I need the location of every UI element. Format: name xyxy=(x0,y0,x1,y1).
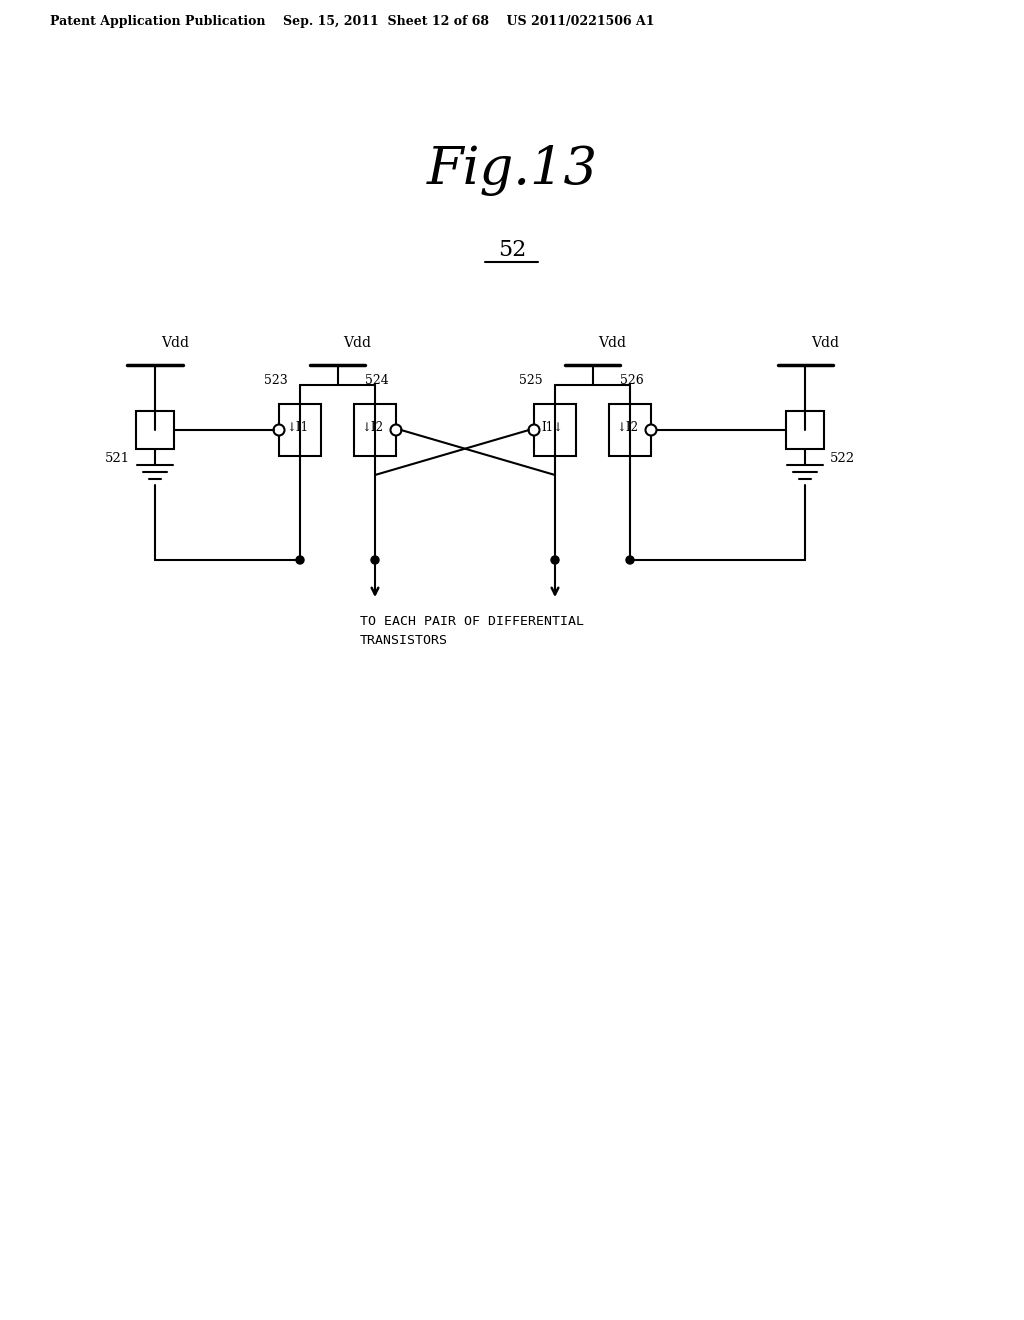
Circle shape xyxy=(645,425,656,436)
Bar xyxy=(609,404,651,455)
Text: TO EACH PAIR OF DIFFERENTIAL
TRANSISTORS: TO EACH PAIR OF DIFFERENTIAL TRANSISTORS xyxy=(360,615,584,647)
Text: 52: 52 xyxy=(498,239,526,261)
Text: 526: 526 xyxy=(620,374,644,387)
Text: 523: 523 xyxy=(264,374,288,387)
Bar xyxy=(279,404,321,455)
Text: I1↓: I1↓ xyxy=(541,421,563,433)
Circle shape xyxy=(390,425,401,436)
Text: ↓I2: ↓I2 xyxy=(616,421,638,433)
Text: Patent Application Publication    Sep. 15, 2011  Sheet 12 of 68    US 2011/02215: Patent Application Publication Sep. 15, … xyxy=(50,15,654,28)
Bar xyxy=(136,411,174,449)
Text: 522: 522 xyxy=(830,451,855,465)
Circle shape xyxy=(551,556,559,564)
Text: 521: 521 xyxy=(104,451,130,465)
Bar xyxy=(534,404,575,455)
Text: Vdd: Vdd xyxy=(343,337,372,350)
Text: Vdd: Vdd xyxy=(161,337,189,350)
Bar xyxy=(354,404,396,455)
Circle shape xyxy=(528,425,540,436)
Text: ↓I1: ↓I1 xyxy=(286,421,308,433)
Text: Fig.13: Fig.13 xyxy=(427,144,597,195)
Text: Vdd: Vdd xyxy=(811,337,839,350)
Circle shape xyxy=(626,556,634,564)
Bar xyxy=(786,411,824,449)
Text: Vdd: Vdd xyxy=(598,337,627,350)
Text: ↓I2: ↓I2 xyxy=(361,421,383,433)
Circle shape xyxy=(296,556,304,564)
Text: 524: 524 xyxy=(365,374,389,387)
Text: 525: 525 xyxy=(519,374,543,387)
Circle shape xyxy=(273,425,285,436)
Circle shape xyxy=(371,556,379,564)
